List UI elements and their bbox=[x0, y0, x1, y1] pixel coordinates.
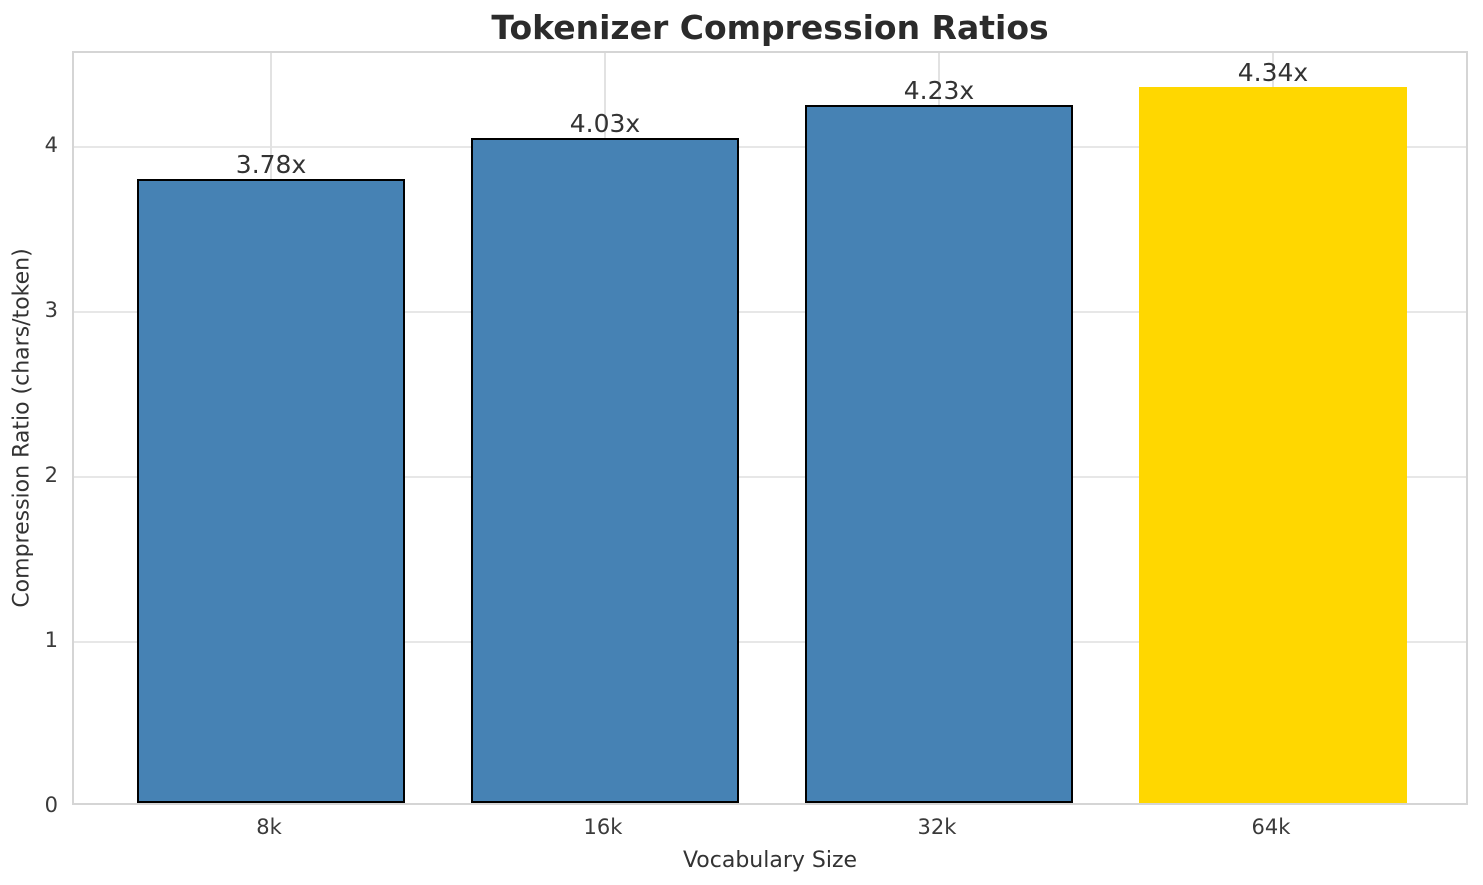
chart-title: Tokenizer Compression Ratios bbox=[491, 8, 1049, 47]
x-tick-label-8k: 8k bbox=[256, 815, 282, 839]
bar-value-label-64k: 4.34x bbox=[1237, 57, 1309, 87]
y-gridline-4 bbox=[74, 146, 1466, 148]
y-tick-label-4: 4 bbox=[44, 133, 58, 158]
y-gridline-3 bbox=[74, 311, 1466, 313]
y-gridline-1 bbox=[74, 641, 1466, 643]
bar-value-label-8k: 3.78x bbox=[235, 150, 307, 180]
y-tick-label-2: 2 bbox=[44, 463, 58, 488]
bar-value-label-32k: 4.23x bbox=[903, 76, 975, 106]
bar-64k bbox=[1139, 86, 1407, 803]
y-tick-label-0: 0 bbox=[44, 793, 58, 817]
bar-value-label-16k: 4.03x bbox=[569, 109, 641, 139]
x-tick-label-64k: 64k bbox=[1251, 815, 1291, 839]
y-tick-label-3: 3 bbox=[44, 298, 58, 323]
x-tick-label-16k: 16k bbox=[583, 815, 623, 839]
bar-32k bbox=[805, 105, 1073, 803]
y-tick-label-1: 1 bbox=[44, 628, 58, 652]
bar-8k bbox=[137, 179, 405, 803]
bar-16k bbox=[471, 138, 739, 803]
y-gridline-2 bbox=[74, 476, 1466, 478]
plot-area: 3.78x 4.03x 4.23x 4.34x bbox=[72, 51, 1468, 805]
x-tick-label-32k: 32k bbox=[917, 815, 957, 839]
x-axis-label: Vocabulary Size bbox=[682, 848, 858, 873]
